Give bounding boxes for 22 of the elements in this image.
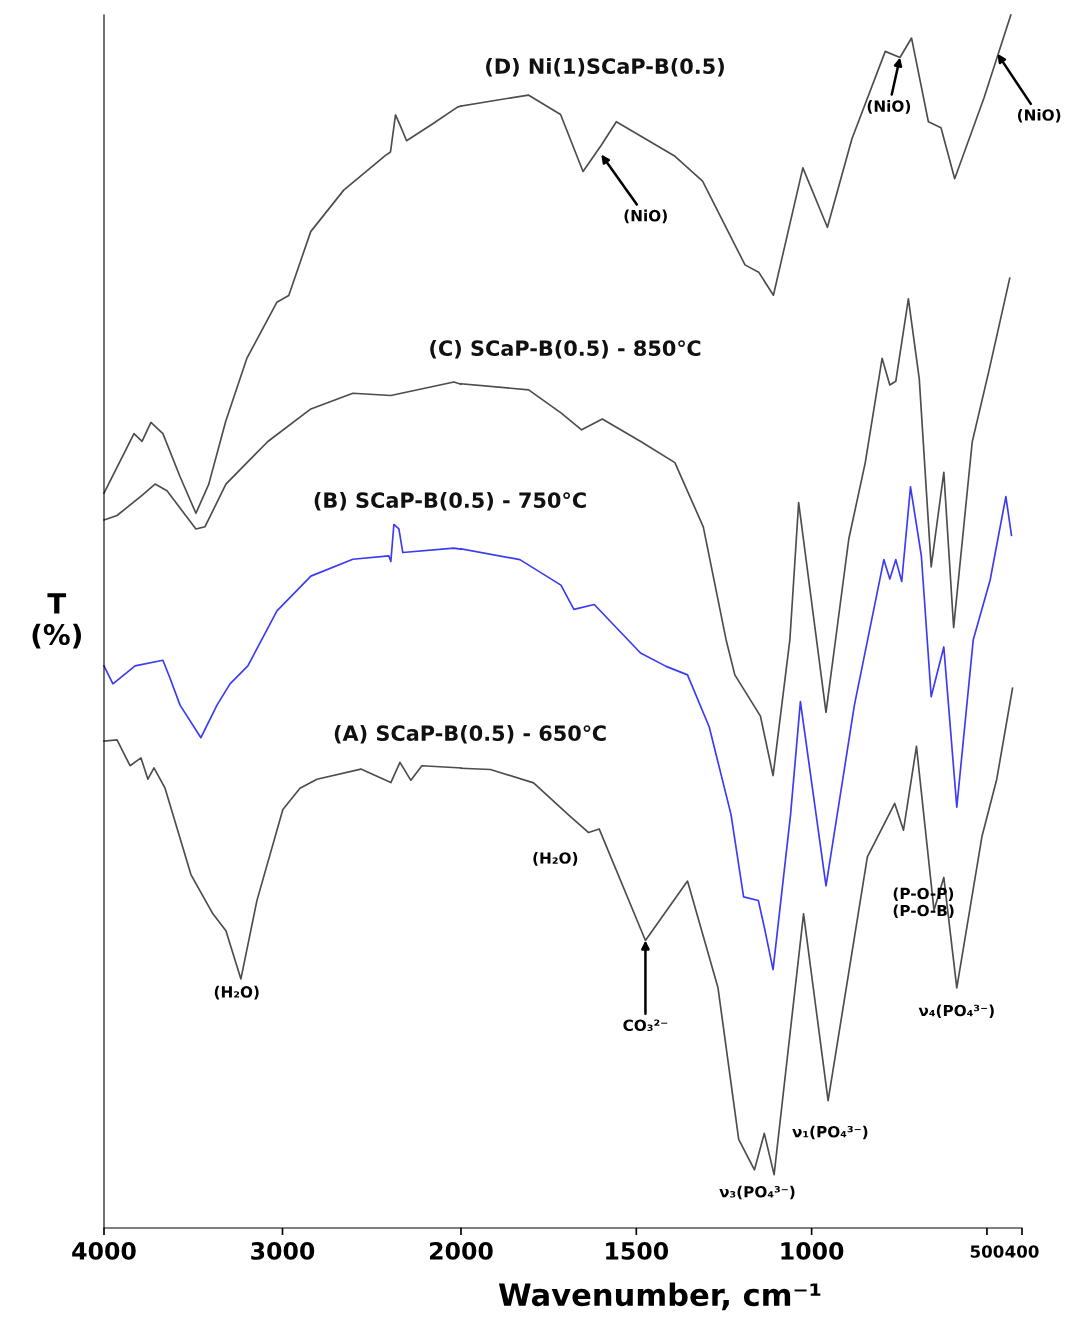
- x-tick-label: 4000: [72, 1241, 136, 1260]
- x-axis-title: Wavenumber, cm⁻¹: [498, 1282, 821, 1311]
- text: (B) SCaP-B(0.5) - 750°C: [314, 491, 586, 511]
- x-tick-label: 1000: [781, 1241, 844, 1260]
- annotation: (NiO): [867, 100, 911, 114]
- x-tick-label: 2000: [430, 1241, 493, 1260]
- series-label: (A) SCaP-B(0.5) - 650℃: [334, 724, 606, 744]
- annotation: ν₃(PO₄³⁻): [719, 1185, 795, 1200]
- annotation: (NiO): [1017, 108, 1061, 123]
- y-axis-title: T (%): [32, 593, 81, 649]
- x-tick-label: 400: [1005, 1245, 1039, 1258]
- series-label: (D) Ni(1)SCaP-B(0.5): [486, 57, 724, 77]
- annotation: ν₄(PO₄³⁻): [918, 1004, 994, 1019]
- annotation: CO₃²⁻: [623, 1019, 668, 1032]
- series-label: (C) SCaP-B(0.5) - 850℃: [430, 339, 701, 359]
- annotation: (NiO): [624, 209, 667, 224]
- x-tick-label: 1500: [606, 1241, 669, 1260]
- annotation: ν₁(PO₄³⁻): [792, 1125, 868, 1140]
- annotation: (H₂O): [214, 985, 259, 1000]
- x-tick-label: 3000: [251, 1241, 315, 1260]
- x-tick-label: 500: [970, 1245, 1004, 1258]
- annotation: (H₂O): [533, 852, 578, 866]
